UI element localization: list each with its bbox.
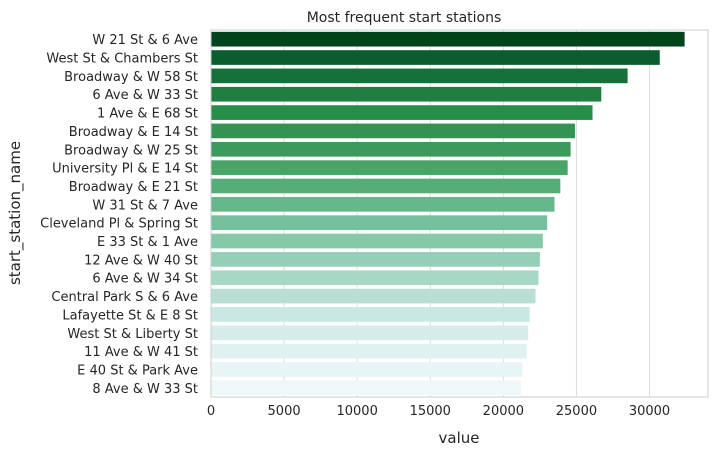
y-tick-label: Central Park S & 6 Ave: [51, 290, 198, 305]
y-tick-label: W 21 St & 6 Ave: [92, 33, 198, 48]
bar: [211, 362, 523, 377]
y-tick-label: 11 Ave & W 41 St: [84, 345, 198, 360]
y-tick-label: University Pl & E 14 St: [52, 162, 198, 177]
y-tick-label: Cleveland Pl & Spring St: [40, 217, 198, 232]
bar: [211, 160, 568, 175]
y-tick-label: 8 Ave & W 33 St: [92, 382, 198, 397]
y-axis-title: start_station_name: [6, 141, 25, 285]
y-tick-label: W 31 St & 7 Ave: [92, 198, 198, 213]
bar: [211, 233, 543, 249]
y-tick-label: West St & Chambers St: [46, 52, 198, 67]
bar: [211, 252, 540, 267]
x-tick-label: 25000: [556, 404, 597, 419]
bar: [211, 105, 593, 120]
bar: [211, 178, 561, 194]
bar: [211, 307, 530, 322]
y-tick-label: Broadway & E 21 St: [69, 180, 198, 195]
bar: [211, 215, 548, 231]
x-axis-title: value: [439, 429, 480, 447]
plot-frame: [210, 29, 709, 398]
x-tick-label: 20000: [483, 404, 524, 419]
bar: [211, 325, 529, 341]
bar: [211, 68, 628, 84]
plot-area: [211, 30, 708, 397]
y-tick-label: 12 Ave & W 40 St: [84, 253, 198, 268]
x-tick-label: 10000: [336, 404, 377, 419]
y-tick-label: Lafayette St & E 8 St: [62, 308, 198, 323]
y-tick-label: Broadway & W 58 St: [64, 70, 198, 85]
y-tick-label: West St & Liberty St: [67, 327, 198, 342]
y-tick-label: E 33 St & 1 Ave: [97, 235, 198, 250]
y-tick-label: 6 Ave & W 33 St: [92, 88, 198, 103]
bar: [211, 196, 555, 212]
x-tick-label: 30000: [629, 404, 670, 419]
x-tick-labels: 0 5000 10000 15000 20000 25000 30000: [207, 404, 670, 419]
bar: [211, 141, 571, 157]
bar: [211, 86, 602, 102]
chart-title: Most frequent start stations: [307, 10, 502, 26]
bar: [211, 343, 527, 359]
y-tick-label: Broadway & W 25 St: [64, 143, 198, 158]
bar: [211, 123, 575, 139]
bar: [211, 380, 521, 396]
bars: [211, 31, 685, 396]
y-tick-label: E 40 St & Park Ave: [77, 363, 198, 378]
bar: [211, 31, 685, 47]
x-tick-label: 0: [207, 404, 215, 419]
y-tick-label: Broadway & E 14 St: [69, 125, 198, 140]
bar: [211, 50, 660, 65]
x-tick-label: 5000: [268, 404, 301, 419]
y-tick-label: 6 Ave & W 34 St: [92, 272, 198, 287]
bar: [211, 288, 536, 304]
y-tick-labels: W 21 St & 6 Ave West St & Chambers St Broa…: [40, 33, 198, 397]
x-tick-label: 15000: [410, 404, 451, 419]
bar: [211, 270, 539, 286]
y-tick-label: 1 Ave & E 68 St: [97, 107, 198, 122]
